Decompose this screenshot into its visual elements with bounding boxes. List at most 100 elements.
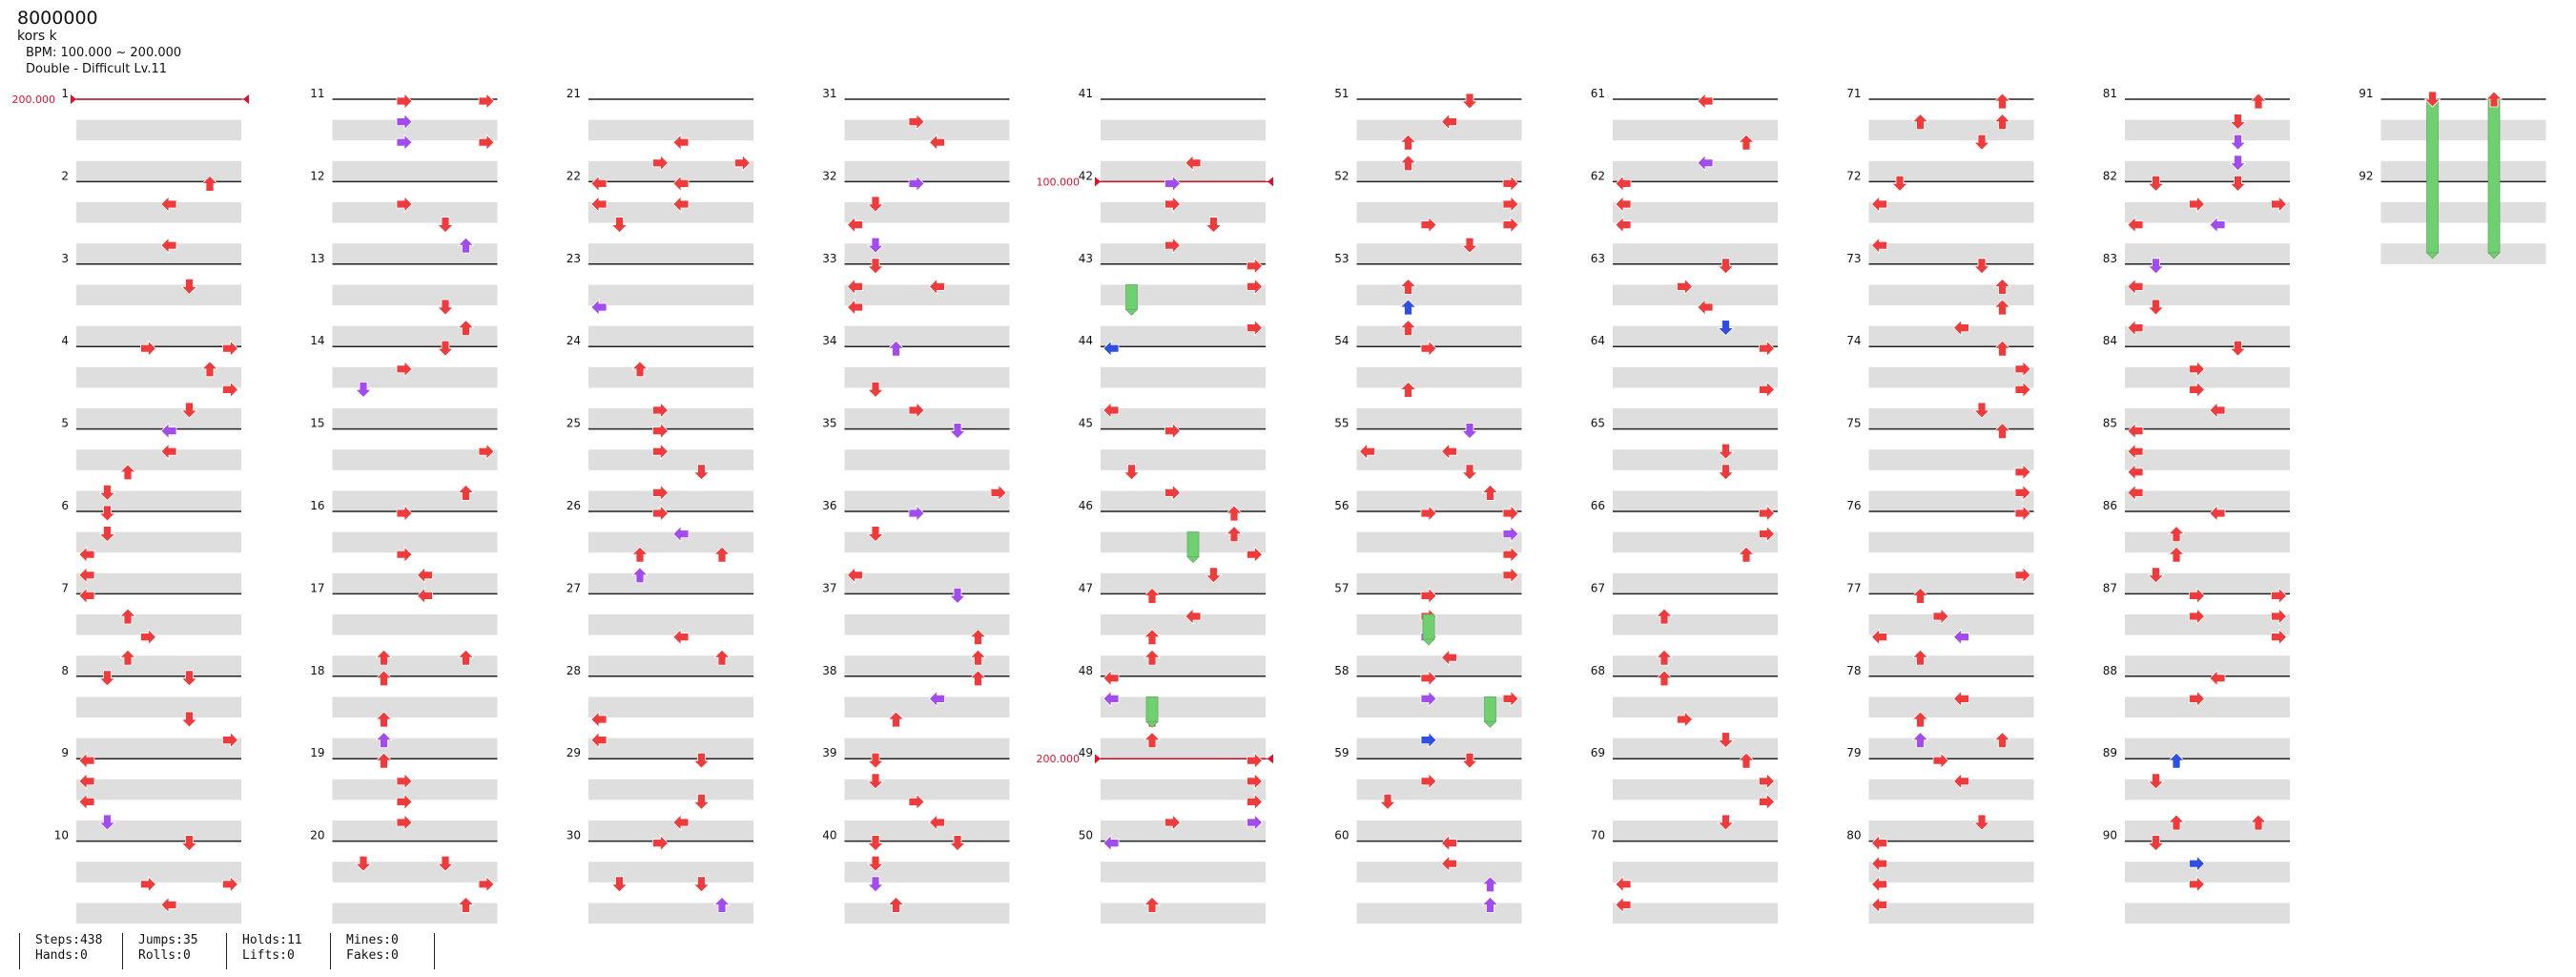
measure-35: 35 <box>822 417 1010 511</box>
beat-band <box>2125 821 2290 842</box>
measure-number: 7 <box>61 581 69 594</box>
beat-band <box>2380 119 2546 141</box>
beat-band <box>1101 738 1266 759</box>
beat-band <box>588 531 753 553</box>
step-arrow <box>1461 752 1478 769</box>
beat-band <box>1868 325 2034 347</box>
beat-band <box>76 408 241 429</box>
stats-jumps-rolls: Jumps:35 Rolls:0 <box>122 933 226 969</box>
measure-55: 55 <box>1334 417 1522 511</box>
step-arrow <box>2147 835 2165 852</box>
measure-number: 58 <box>1334 664 1349 677</box>
step-arrow <box>2147 175 2165 192</box>
beat-band <box>1101 779 1266 800</box>
step-arrow <box>1697 93 1714 110</box>
measure-number: 20 <box>310 829 324 842</box>
step-arrow <box>1420 216 1437 234</box>
measure-70: 70 <box>1591 829 1778 924</box>
step-arrow <box>1738 752 1755 769</box>
measure-58: 58 <box>1334 664 1522 759</box>
beat-band <box>1868 572 2034 594</box>
beat-band <box>844 160 1010 182</box>
measure-number: 69 <box>1591 746 1605 759</box>
measure-number: 6 <box>61 499 69 512</box>
step-arrow <box>908 505 925 522</box>
step-arrow <box>1420 669 1437 687</box>
step-arrow <box>1870 875 1887 893</box>
step-arrow <box>928 134 945 152</box>
step-arrow <box>1205 567 1223 584</box>
step-arrow <box>1420 772 1437 790</box>
step-arrow <box>2209 669 2226 687</box>
beat-band <box>1868 821 2034 842</box>
step-arrow <box>1247 752 1264 770</box>
step-arrow <box>160 896 177 914</box>
step-arrow <box>2014 463 2031 481</box>
beat-band <box>1356 821 1522 842</box>
measure-number: 63 <box>1591 252 1605 265</box>
measure-19: 19 <box>310 746 498 842</box>
beat-band <box>1868 903 2034 924</box>
beat-band <box>2125 490 2290 511</box>
beat-band <box>1868 449 2034 470</box>
step-arrow <box>713 896 731 913</box>
measure-number: 83 <box>2103 252 2117 265</box>
step-arrow <box>119 464 136 481</box>
beat-band <box>332 160 498 182</box>
beat-band <box>588 449 753 470</box>
beat-band <box>1356 738 1522 759</box>
step-arrow <box>887 896 905 913</box>
bpm-range: BPM: 100.000 ~ 200.000 <box>26 46 182 60</box>
step-arrow <box>867 237 884 254</box>
beat-band <box>76 449 241 470</box>
beat-band <box>2125 696 2290 717</box>
beat-band <box>332 696 498 717</box>
measure-54: 54 <box>1334 334 1522 429</box>
step-arrow <box>2229 114 2247 131</box>
measure-number: 12 <box>310 169 324 182</box>
step-arrow <box>78 587 95 605</box>
measure-number: 22 <box>567 169 581 182</box>
measure-13: 13 <box>310 252 498 347</box>
beat-band <box>1868 366 2034 388</box>
beat-band <box>1613 202 1778 223</box>
step-arrow <box>1952 628 1969 646</box>
measure-8: 8 <box>61 664 241 759</box>
step-arrow <box>652 154 670 172</box>
step-arrow <box>1615 896 1632 914</box>
measure-number: 68 <box>1591 664 1605 677</box>
measure-27: 27 <box>567 581 753 676</box>
measure-number: 38 <box>822 664 836 677</box>
step-arrow <box>672 628 690 646</box>
step-arrow <box>1502 175 1519 193</box>
beat-band <box>76 572 241 594</box>
beat-band <box>588 903 753 924</box>
measure-number: 44 <box>1079 334 1093 347</box>
beat-band <box>2125 779 2290 800</box>
step-arrow <box>1399 155 1417 172</box>
measure-number: 79 <box>1846 746 1861 759</box>
step-arrow <box>928 690 945 708</box>
beat-band <box>332 531 498 553</box>
beat-band <box>1868 779 2034 800</box>
beat-band <box>1356 243 1522 264</box>
beat-band <box>2125 366 2290 388</box>
step-arrow <box>1677 711 1694 728</box>
measure-number: 51 <box>1334 87 1349 100</box>
step-arrow <box>867 381 884 398</box>
step-arrow <box>1717 732 1735 749</box>
step-arrow <box>1103 340 1120 358</box>
beat-band <box>1101 366 1266 388</box>
step-arrow <box>2127 422 2144 440</box>
step-arrow <box>2423 91 2442 108</box>
measure-90: 90 <box>2103 829 2290 924</box>
measure-number: 14 <box>310 334 324 347</box>
measure-number: 25 <box>567 417 581 430</box>
step-arrow <box>457 896 475 913</box>
measure-77: 77 <box>1846 581 2034 676</box>
beat-band <box>76 160 241 182</box>
measure-number: 71 <box>1846 87 1861 100</box>
step-arrow <box>457 237 475 254</box>
measure-46: 46 <box>1079 499 1266 594</box>
step-arrow <box>1870 628 1887 646</box>
